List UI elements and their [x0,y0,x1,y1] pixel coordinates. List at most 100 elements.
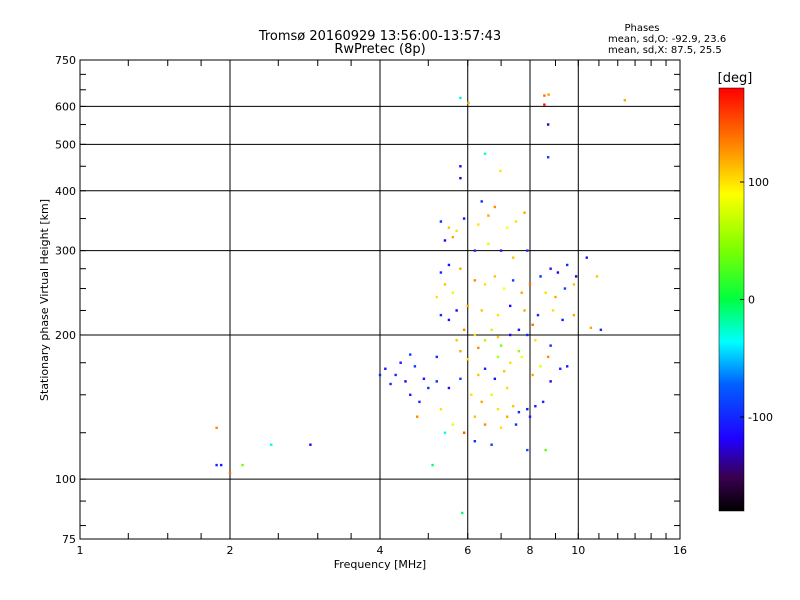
data-point [415,415,419,418]
data-point [473,279,477,282]
data-point [443,431,447,434]
data-point [511,256,515,259]
data-point [546,355,550,359]
data-point [517,349,521,353]
data-point [517,410,521,414]
data-point [462,328,466,332]
data-point [447,263,451,267]
data-point [409,353,412,356]
data-point [241,463,244,467]
data-point [455,309,458,312]
data-point [473,249,477,252]
x-tick-label: 16 [673,544,687,557]
y-tick-label: 300 [55,245,76,258]
data-point [466,304,469,308]
data-point [526,448,529,452]
data-point [514,423,518,426]
data-point [477,373,480,377]
data-point [459,349,462,353]
data-point [462,431,466,434]
x-tick-labels: 1 2 4 6 8 10 16 [77,544,688,557]
data-point [502,370,506,373]
x-tick-label: 1 [77,544,84,557]
colorbar [718,87,745,512]
data-point [499,249,503,252]
data-point [439,271,443,274]
data-point [483,152,487,155]
data-point [493,377,497,380]
data-point [517,328,521,332]
y-axis-label: Stationary phase Virtual Height [km] [38,199,51,401]
colorbar-tick-label: 0 [748,294,755,307]
data-point [496,335,500,339]
data-point [483,339,487,342]
data-point [459,377,462,380]
data-point [511,405,515,408]
data-point [543,94,546,97]
data-point [228,471,232,475]
data-point [413,365,417,368]
data-point [539,275,542,278]
data-point [215,463,218,467]
data-point [480,200,483,203]
x-tick-label: 8 [527,544,534,557]
data-point [270,443,273,446]
data-point [505,226,509,229]
data-point [534,405,537,408]
data-point [496,407,500,411]
y-tick-label: 100 [55,473,76,486]
data-point [409,393,412,397]
x-axis-label: Frequency [MHz] [334,558,426,571]
data-point [404,380,407,383]
data-point [534,339,537,342]
data-point [502,287,506,290]
data-point [443,283,447,286]
data-point [493,275,497,278]
y-tick-label: 750 [55,54,76,67]
data-point [427,386,430,390]
data-point [549,267,552,270]
data-point [520,291,523,294]
data-point [473,440,477,443]
y-tick-label: 200 [55,329,76,342]
y-tick-label: 500 [55,138,76,151]
data-point [490,328,493,332]
data-point [451,291,455,294]
data-point [556,271,560,274]
y-tick-label: 400 [55,185,76,198]
data-point [447,226,451,229]
data-point [526,333,529,337]
data-point [422,377,426,380]
data-point [477,346,480,350]
data-point [496,355,500,359]
data-point [528,283,532,286]
data-point [543,103,546,106]
data-point [309,443,312,446]
data-point [520,355,523,359]
data-point [470,393,473,397]
data-point [439,407,443,411]
data-point [384,367,387,370]
data-point [459,267,462,270]
data-point [443,239,447,242]
data-point [378,373,382,377]
data-point [546,123,550,126]
data-point [528,415,532,418]
data-point [574,275,578,278]
data-point [467,101,470,105]
data-point [451,423,455,426]
data-point [459,96,462,100]
data-point [508,304,512,308]
data-point [536,313,540,317]
data-point [439,313,443,317]
colorbar-tick-label: -100 [748,411,773,424]
data-point [549,380,552,383]
data-point [563,287,567,290]
data-point [447,386,451,390]
data-point [539,365,542,368]
stats-line1: mean, sd,O: -92.9, 23.6 [608,34,726,45]
data-point [490,443,493,446]
data-points [215,93,627,515]
data-point [499,344,503,347]
